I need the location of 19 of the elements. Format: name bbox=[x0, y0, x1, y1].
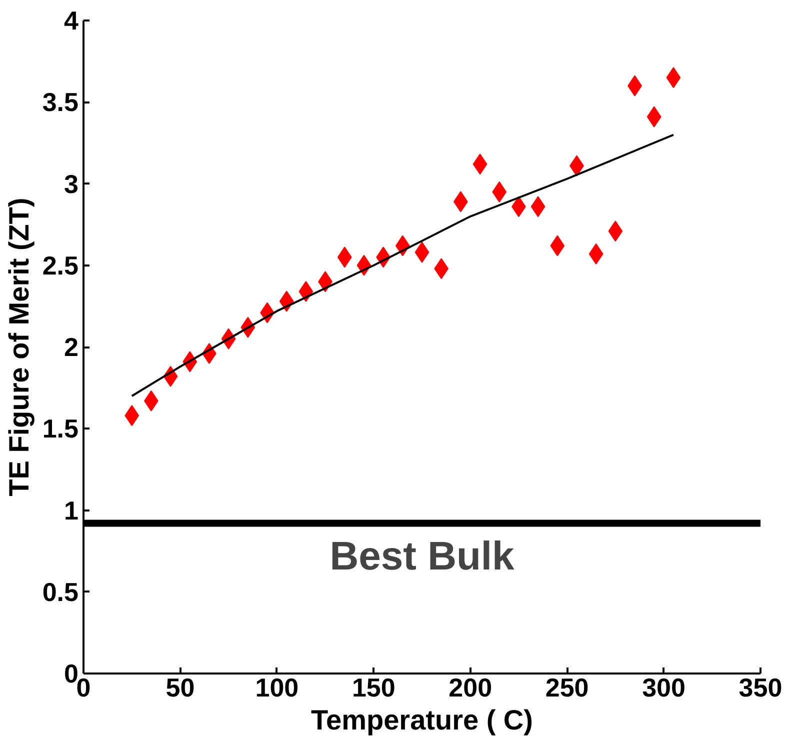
y-tick-label: 0.5 bbox=[42, 576, 79, 607]
y-tick-label: 4 bbox=[64, 6, 80, 36]
ref-line-label: Best Bulk bbox=[330, 534, 515, 578]
y-tick-label: 1.5 bbox=[42, 414, 79, 444]
x-tick-label: 150 bbox=[352, 672, 396, 702]
x-tick-label: 100 bbox=[255, 672, 299, 702]
line-series bbox=[130, 134, 674, 397]
y-tick-label: 2.5 bbox=[42, 250, 79, 280]
y-tick-label: 1 bbox=[64, 495, 79, 526]
x-tick-label: 250 bbox=[545, 672, 589, 702]
x-axis-title: Temperature ( C) bbox=[311, 704, 533, 736]
x-tick-label: 350 bbox=[738, 672, 782, 702]
x-tick-label: 200 bbox=[448, 672, 492, 702]
y-tick-label: 3.5 bbox=[42, 87, 79, 118]
x-tick-label: 300 bbox=[642, 672, 686, 702]
x-tick-label: 50 bbox=[166, 672, 195, 702]
y-tick-label: 2 bbox=[64, 332, 79, 362]
y-axis-title: TE Figure of Merit (ZT) bbox=[3, 198, 34, 496]
y-tick-label: 3 bbox=[64, 168, 79, 199]
